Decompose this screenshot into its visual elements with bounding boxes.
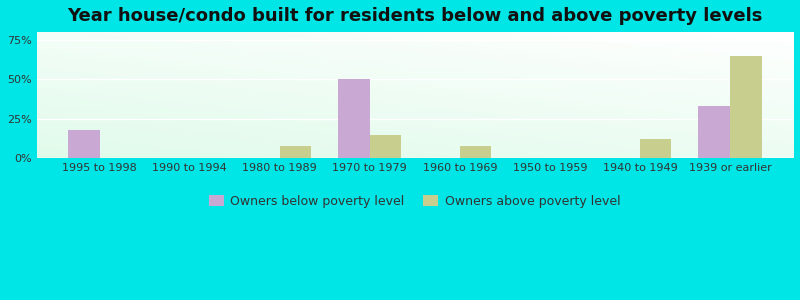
Bar	[370, 135, 402, 158]
Bar	[698, 106, 730, 158]
Bar	[280, 146, 311, 158]
Bar	[68, 130, 99, 158]
Legend: Owners below poverty level, Owners above poverty level: Owners below poverty level, Owners above…	[204, 190, 626, 213]
Bar	[640, 140, 671, 158]
Bar	[460, 146, 491, 158]
Bar	[338, 80, 370, 158]
Title: Year house/condo built for residents below and above poverty levels: Year house/condo built for residents bel…	[67, 7, 762, 25]
Bar	[730, 56, 762, 158]
